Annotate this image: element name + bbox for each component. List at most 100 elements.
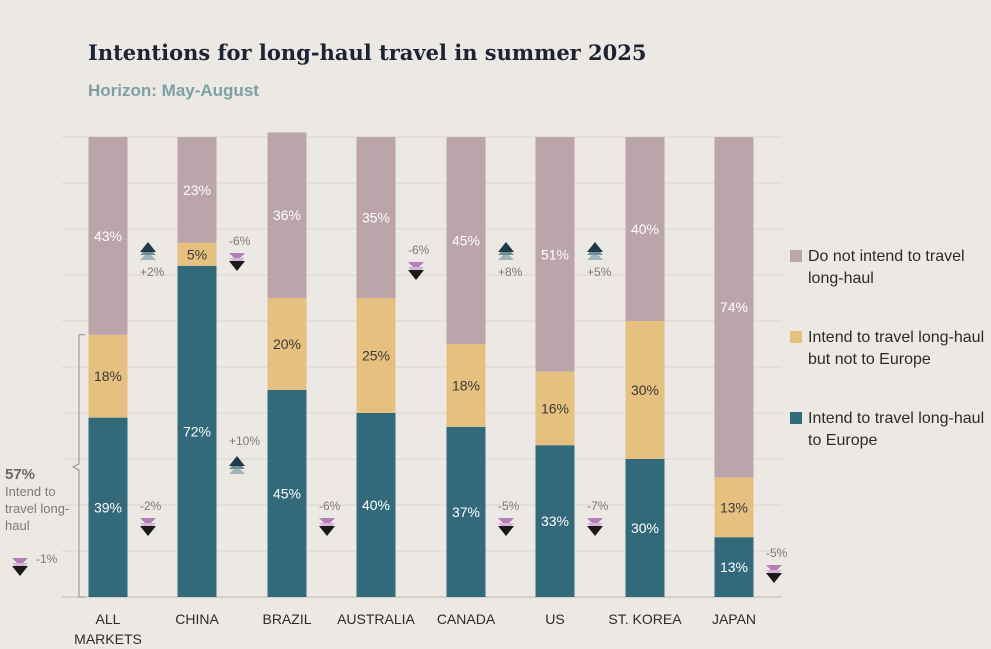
bar-not-intend-brazil — [267, 132, 307, 298]
bar-europe-us — [535, 445, 575, 597]
change-arrow-china-2-accent — [229, 253, 245, 261]
change-label-brazil-4: -6% — [319, 499, 341, 513]
data-label-not-europe-japan: 13% — [720, 499, 748, 515]
bar-europe-japan — [714, 537, 754, 597]
change-arrow-brazil-4 — [319, 526, 335, 536]
change-arrow-us-8 — [587, 242, 603, 252]
change-label-china-3: +10% — [229, 434, 260, 448]
bar-europe-all-markets — [88, 417, 128, 597]
data-label-not-intend-china: 23% — [183, 182, 211, 198]
data-label-europe-japan: 13% — [720, 559, 748, 575]
bar-europe-st-korea — [625, 459, 665, 597]
annotation-value: 57% — [5, 466, 36, 483]
change-arrow-us-9-accent — [587, 518, 603, 526]
legend-item-not-intend: Do not intend to travel long-haul — [790, 246, 991, 290]
bar-not-europe-st-korea — [625, 321, 665, 459]
change-label-japan-10: -5% — [766, 546, 788, 560]
change-arrow-australia-5-accent — [408, 262, 424, 270]
x-tick-label-st-korea: ST. KOREA — [608, 611, 682, 627]
total-intention-bracket — [71, 334, 85, 598]
bar-not-europe-brazil — [267, 298, 307, 390]
change-arrow-japan-10 — [766, 573, 782, 583]
bar-not-europe-canada — [446, 344, 486, 427]
bar-europe-china — [177, 265, 217, 597]
change-arrow-brazil-4-accent — [319, 518, 335, 526]
data-label-not-europe-china: 5% — [187, 246, 207, 262]
bar-not-europe-china — [177, 242, 217, 266]
chart-title: Intentions for long-haul travel in summe… — [88, 40, 647, 65]
x-tick-label-canada: CANADA — [437, 611, 496, 627]
bar-not-intend-us — [535, 137, 575, 372]
change-arrow-all-markets-0 — [140, 242, 156, 252]
total-intention-annotation: 57% Intend to travel long-haul — [5, 466, 79, 534]
legend-label-not-europe: Intend to travel long-haul but not to Eu… — [808, 329, 985, 368]
bar-europe-canada — [446, 426, 486, 597]
data-label-not-intend-st-korea: 40% — [631, 221, 659, 237]
annotation-change-arrow — [12, 566, 28, 576]
change-label-china-2: -6% — [229, 234, 251, 248]
change-label-all-markets-0: +2% — [140, 265, 165, 279]
change-arrow-us-8-shadow — [587, 252, 603, 260]
data-label-not-europe-canada: 18% — [452, 377, 480, 393]
bar-not-intend-australia — [356, 137, 396, 298]
x-tick-label-all-markets: ALL — [96, 611, 121, 627]
change-label-us-8: +5% — [587, 265, 612, 279]
annotation-change-arrow-accent — [12, 558, 28, 566]
change-arrow-canada-6 — [498, 242, 514, 252]
data-label-not-europe-brazil: 20% — [273, 336, 301, 352]
annotation-text: Intend to travel long-haul — [5, 484, 70, 533]
x-tick-label-japan: JAPAN — [712, 611, 756, 627]
change-arrow-australia-5 — [408, 270, 424, 280]
data-label-not-intend-all-markets: 43% — [94, 228, 122, 244]
x-tick-label-australia: AUSTRALIA — [337, 611, 415, 627]
bar-not-europe-japan — [714, 477, 754, 538]
bar-not-intend-china — [177, 137, 217, 243]
legend-swatch-europe — [790, 412, 802, 424]
bar-europe-australia — [356, 413, 396, 597]
bar-not-europe-australia — [356, 298, 396, 413]
data-label-europe-china: 72% — [183, 423, 211, 439]
chart-subtitle: Horizon: May-August — [88, 81, 259, 100]
change-arrow-all-markets-1-accent — [140, 518, 156, 526]
change-arrow-china-3 — [229, 456, 245, 466]
data-label-europe-st-korea: 30% — [631, 520, 659, 536]
legend-label-not-intend: Do not intend to travel long-haul — [808, 248, 965, 287]
data-label-not-intend-canada: 45% — [452, 233, 480, 249]
data-label-not-intend-brazil: 36% — [273, 207, 301, 223]
x-tick-label-brazil: BRAZIL — [262, 611, 311, 627]
bar-not-intend-japan — [714, 137, 754, 478]
bar-not-intend-st-korea — [625, 137, 665, 321]
legend-swatch-not-intend — [790, 250, 802, 262]
data-label-not-intend-japan: 74% — [720, 299, 748, 315]
legend-swatch-not-europe — [790, 331, 802, 343]
x-tick-label-china: CHINA — [175, 611, 219, 627]
change-label-canada-7: -5% — [498, 499, 520, 513]
data-label-europe-all-markets: 39% — [94, 499, 122, 515]
change-arrow-all-markets-1 — [140, 526, 156, 536]
bar-not-intend-canada — [446, 137, 486, 344]
change-arrow-canada-7-accent — [498, 518, 514, 526]
change-arrow-all-markets-0-shadow — [140, 252, 156, 260]
change-arrow-china-3-shadow — [229, 466, 245, 474]
x-tick-label-all-markets: MARKETS — [74, 631, 142, 647]
data-label-not-intend-australia: 35% — [362, 210, 390, 226]
annotation-change-label: -1% — [36, 552, 58, 566]
legend-item-europe: Intend to travel long-haul to Europe — [790, 408, 991, 452]
change-arrow-canada-6-shadow — [498, 252, 514, 260]
change-label-us-9: -7% — [587, 499, 609, 513]
data-label-not-europe-us: 16% — [541, 400, 569, 416]
change-label-australia-5: -6% — [408, 243, 430, 257]
change-arrow-us-9 — [587, 526, 603, 536]
legend-label-europe: Intend to travel long-haul to Europe — [808, 410, 985, 449]
change-label-all-markets-1: -2% — [140, 499, 162, 513]
data-label-europe-us: 33% — [541, 513, 569, 529]
data-label-europe-canada: 37% — [452, 504, 480, 520]
change-label-canada-6: +8% — [498, 265, 523, 279]
change-arrow-canada-7 — [498, 526, 514, 536]
legend-item-not-europe: Intend to travel long-haul but not to Eu… — [790, 327, 991, 371]
bar-not-europe-all-markets — [88, 334, 128, 418]
change-arrow-china-2 — [229, 261, 245, 271]
data-label-not-europe-australia: 25% — [362, 348, 390, 364]
data-label-europe-australia: 40% — [362, 497, 390, 513]
